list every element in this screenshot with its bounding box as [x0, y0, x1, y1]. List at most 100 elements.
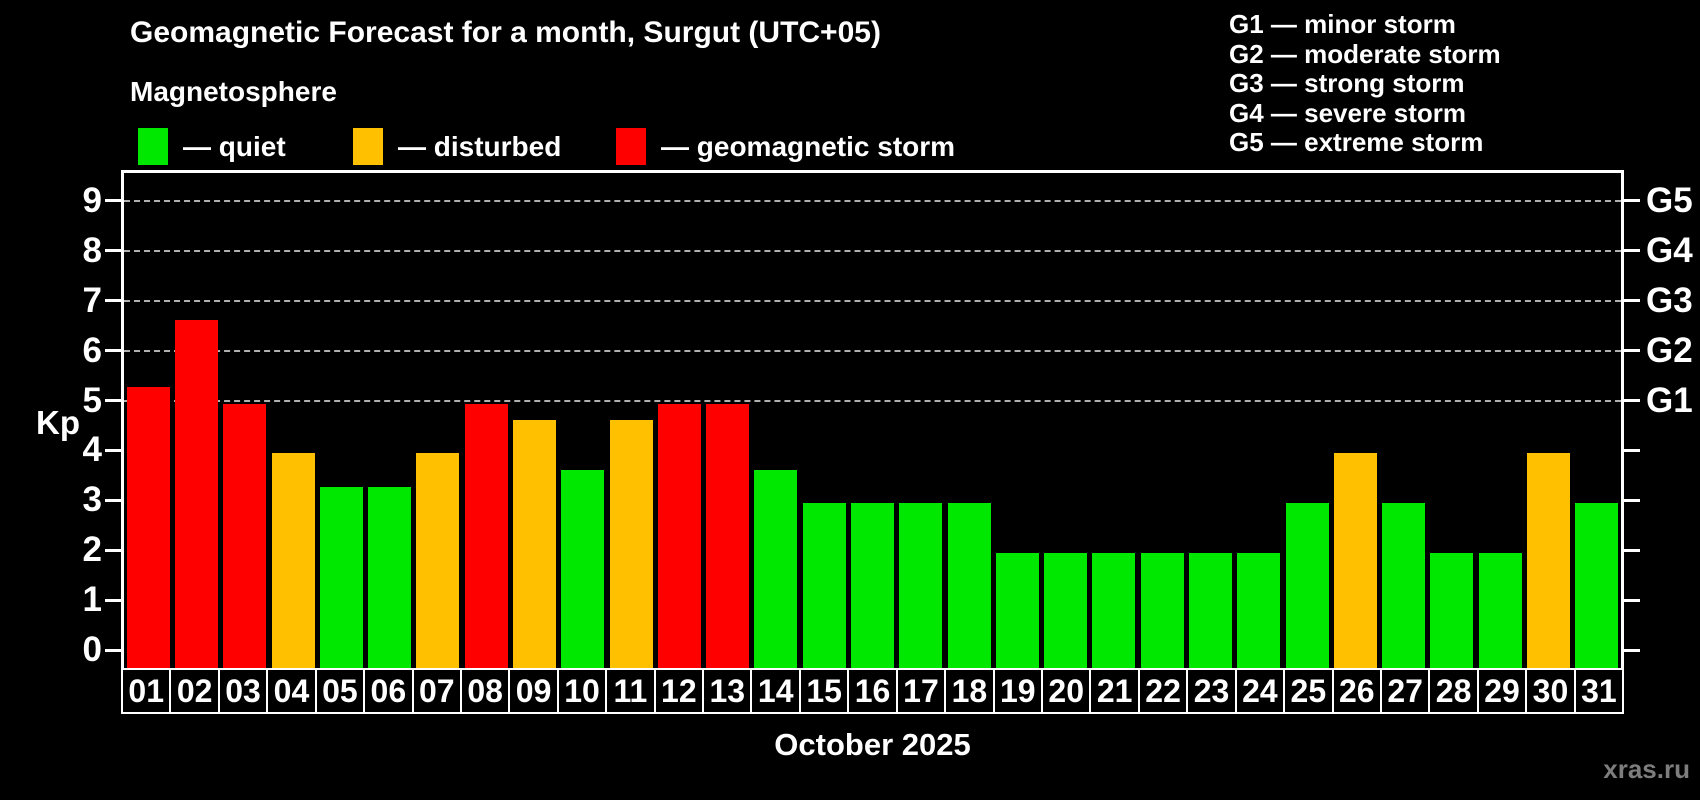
day-cell-26: 26 — [1331, 668, 1380, 714]
gridline-kp9 — [124, 199, 1621, 202]
kp-bar-day-31 — [1575, 503, 1619, 668]
left-tick-kp6 — [105, 349, 121, 353]
legend-label-disturbed: — disturbed — [398, 130, 562, 162]
kp-bar-day-08 — [464, 403, 508, 668]
day-cell-30: 30 — [1525, 668, 1574, 714]
quiet-color-swatch — [138, 128, 168, 165]
legend-label-quiet: — quiet — [183, 130, 286, 162]
plot-area — [121, 170, 1624, 668]
page-title: Geomagnetic Forecast for a month, Surgut… — [130, 16, 881, 49]
right-axis-label-g1: G1 — [1646, 380, 1693, 420]
y-axis-title: Kp — [36, 404, 80, 441]
day-cell-29: 29 — [1476, 668, 1526, 714]
day-cell-13: 13 — [702, 668, 751, 714]
day-cell-01: 01 — [121, 668, 170, 714]
kp-bar-day-04 — [271, 453, 315, 668]
y-tick-label-7: 7 — [82, 280, 102, 320]
day-cell-10: 10 — [556, 668, 606, 714]
kp-bar-day-25 — [1285, 503, 1329, 668]
day-cell-15: 15 — [798, 668, 848, 714]
g4-legend-line: G4 — severe storm — [1229, 97, 1467, 128]
day-cell-08: 08 — [459, 668, 509, 714]
day-cell-23: 23 — [1186, 668, 1235, 714]
day-cell-25: 25 — [1283, 668, 1332, 714]
right-tick-kp2 — [1624, 548, 1640, 552]
kp-bar-day-18 — [947, 503, 991, 668]
day-cell-18: 18 — [944, 668, 993, 714]
day-cell-22: 22 — [1137, 668, 1187, 714]
left-tick-kp3 — [105, 498, 121, 502]
disturbed-color-swatch — [353, 128, 383, 165]
gridline-kp7 — [124, 299, 1621, 302]
day-cell-16: 16 — [847, 668, 896, 714]
left-tick-kp5 — [105, 399, 121, 402]
g-scale-legend: G1 — minor storm G2 — moderate storm G3 … — [1229, 9, 1501, 158]
y-tick-label-4: 4 — [82, 430, 102, 470]
right-tick-kp1 — [1624, 598, 1640, 602]
storm-color-swatch — [616, 128, 646, 165]
x-axis-title: October 2025 — [774, 727, 971, 762]
left-tick-kp0 — [105, 648, 121, 652]
right-axis-label-g4: G4 — [1646, 230, 1693, 270]
left-tick-kp7 — [105, 299, 121, 303]
gridline-kp6 — [124, 349, 1621, 352]
kp-bar-day-13 — [706, 403, 750, 668]
left-tick-kp8 — [105, 249, 121, 253]
y-tick-label-8: 8 — [82, 230, 102, 270]
right-tick-kp4 — [1624, 448, 1640, 452]
y-tick-label-6: 6 — [82, 330, 102, 370]
day-cell-31: 31 — [1573, 668, 1625, 714]
day-cell-11: 11 — [605, 668, 654, 714]
kp-bar-day-06 — [368, 486, 412, 668]
right-tick-kp5 — [1624, 399, 1640, 402]
kp-bar-day-28 — [1430, 553, 1474, 668]
day-cell-27: 27 — [1379, 668, 1429, 714]
day-cell-02: 02 — [169, 668, 218, 714]
magnetosphere-label: Magnetosphere — [130, 76, 337, 107]
day-cell-12: 12 — [653, 668, 703, 714]
kp-bar-day-16 — [851, 503, 894, 668]
watermark: xras.ru — [1603, 754, 1690, 784]
g5-legend-line: G5 — extreme storm — [1229, 127, 1484, 157]
day-cell-06: 06 — [363, 668, 412, 714]
left-tick-kp2 — [105, 548, 121, 552]
day-cell-09: 09 — [508, 668, 557, 714]
day-cell-14: 14 — [750, 668, 799, 714]
kp-bar-day-20 — [1044, 553, 1088, 668]
right-axis-label-g2: G2 — [1646, 330, 1693, 370]
left-tick-kp4 — [105, 448, 121, 452]
kp-bar-day-10 — [561, 469, 605, 668]
y-tick-label-1: 1 — [82, 580, 102, 620]
day-cell-21: 21 — [1089, 668, 1138, 714]
legend-item-quiet: — quiet — [138, 128, 286, 165]
legend-item-storm: — geomagnetic storm — [616, 128, 955, 165]
day-cell-19: 19 — [992, 668, 1042, 714]
kp-bar-day-26 — [1333, 453, 1377, 668]
right-tick-kp0 — [1624, 648, 1640, 652]
x-axis-day-row: 01 02 03 04 05 06 07 08 09 10 11 12 13 14 15 16 17 18 19 20… — [121, 668, 1625, 714]
y-tick-label-5: 5 — [82, 380, 102, 420]
y-tick-label-2: 2 — [82, 530, 102, 570]
legend-item-disturbed: — disturbed — [353, 128, 561, 165]
day-cell-20: 20 — [1041, 668, 1090, 714]
day-cell-24: 24 — [1234, 668, 1284, 714]
kp-bar-day-24 — [1237, 553, 1281, 668]
kp-bar-day-27 — [1382, 503, 1426, 668]
g3-legend-line: G3 — strong storm — [1229, 68, 1465, 98]
right-tick-kp3 — [1624, 498, 1640, 502]
kp-bar-day-07 — [416, 453, 460, 668]
kp-bar-day-19 — [995, 553, 1039, 668]
kp-bar-day-11 — [609, 419, 653, 668]
y-tick-label-9: 9 — [82, 180, 102, 220]
kp-bar-day-09 — [512, 419, 556, 668]
kp-bar-day-05 — [319, 486, 363, 668]
gridline-kp8 — [124, 249, 1621, 252]
kp-bar-day-22 — [1140, 553, 1184, 668]
kp-bar-day-30 — [1527, 453, 1571, 668]
kp-bar-day-01 — [126, 387, 170, 668]
kp-bar-day-03 — [223, 403, 267, 668]
kp-bar-day-12 — [657, 403, 701, 668]
right-tick-kp8 — [1624, 249, 1640, 253]
gridline-kp5 — [124, 399, 1621, 402]
